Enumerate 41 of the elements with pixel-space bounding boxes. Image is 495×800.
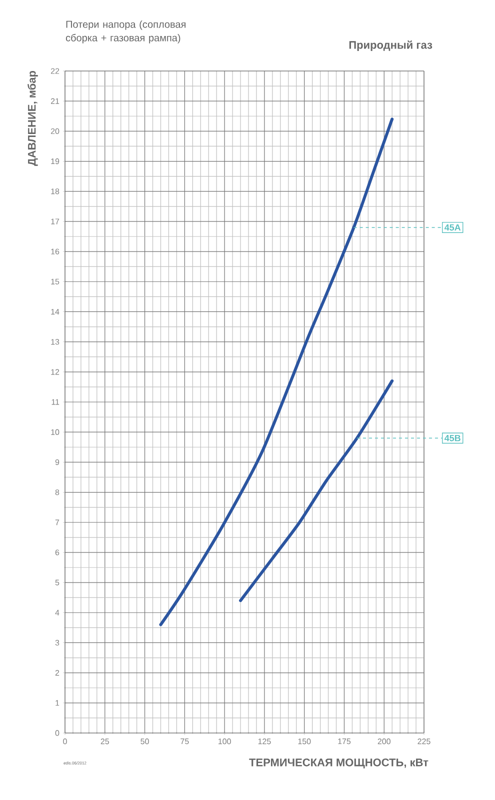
- y-tick-label: 20: [50, 128, 60, 134]
- x-tick-label: 75: [180, 738, 189, 744]
- y-tick-label: 3: [55, 640, 60, 646]
- y-tick-label: 12: [51, 369, 60, 375]
- x-tick-label: 100: [218, 738, 231, 744]
- y-tick-label: 13: [51, 338, 60, 345]
- y-tick-label: 0: [55, 730, 60, 736]
- y-tick-label: 2: [55, 670, 60, 676]
- y-tick-label: 14: [51, 308, 60, 314]
- y-tick-label: 17: [51, 218, 60, 224]
- y-tick-label: 22: [50, 68, 60, 74]
- x-tick-label: 150: [298, 738, 311, 744]
- x-tick-label: 175: [338, 738, 351, 744]
- x-tick-label: 25: [100, 738, 109, 744]
- ref-line-label: 45A: [444, 224, 461, 231]
- y-tick-label: 18: [51, 188, 60, 194]
- line-series: [159, 118, 394, 626]
- y-axis-title: ДАВЛЕНИЕ, мбар: [28, 70, 38, 166]
- y-tick-label: 7: [55, 520, 60, 526]
- x-tick-label: 225: [418, 738, 430, 744]
- y-tick-label: 10: [51, 429, 60, 435]
- x-tick-label: 200: [378, 738, 390, 744]
- y-tick-label: 11: [52, 399, 60, 405]
- x-axis-title: ТЕРМИЧЕСКАЯ МОЩНОСТЬ, кВт: [249, 758, 428, 768]
- y-tick-label: 5: [55, 580, 60, 586]
- y-tick-label: 8: [55, 489, 60, 496]
- x-tick-label: 0: [63, 738, 67, 744]
- y-tick-label: 16: [51, 248, 60, 254]
- y-tick-label: 21: [50, 98, 60, 104]
- y-tick-label: 4: [55, 610, 60, 616]
- y-tick-label: 6: [55, 550, 60, 556]
- x-tick-label: 50: [140, 738, 149, 744]
- x-tick-label: 125: [258, 738, 271, 744]
- y-tick-label: 1: [56, 700, 60, 706]
- chart-subtitle: Природный газ: [349, 40, 432, 51]
- chart-title: Потери напора (сопловая сборка + газовая рампа): [66, 20, 186, 44]
- y-tick-label: 9: [55, 459, 60, 466]
- line-series: [239, 379, 394, 602]
- y-tick-label: 19: [51, 158, 60, 164]
- y-tick-label: 15: [51, 278, 60, 284]
- ref-line-label: 45B: [444, 434, 460, 442]
